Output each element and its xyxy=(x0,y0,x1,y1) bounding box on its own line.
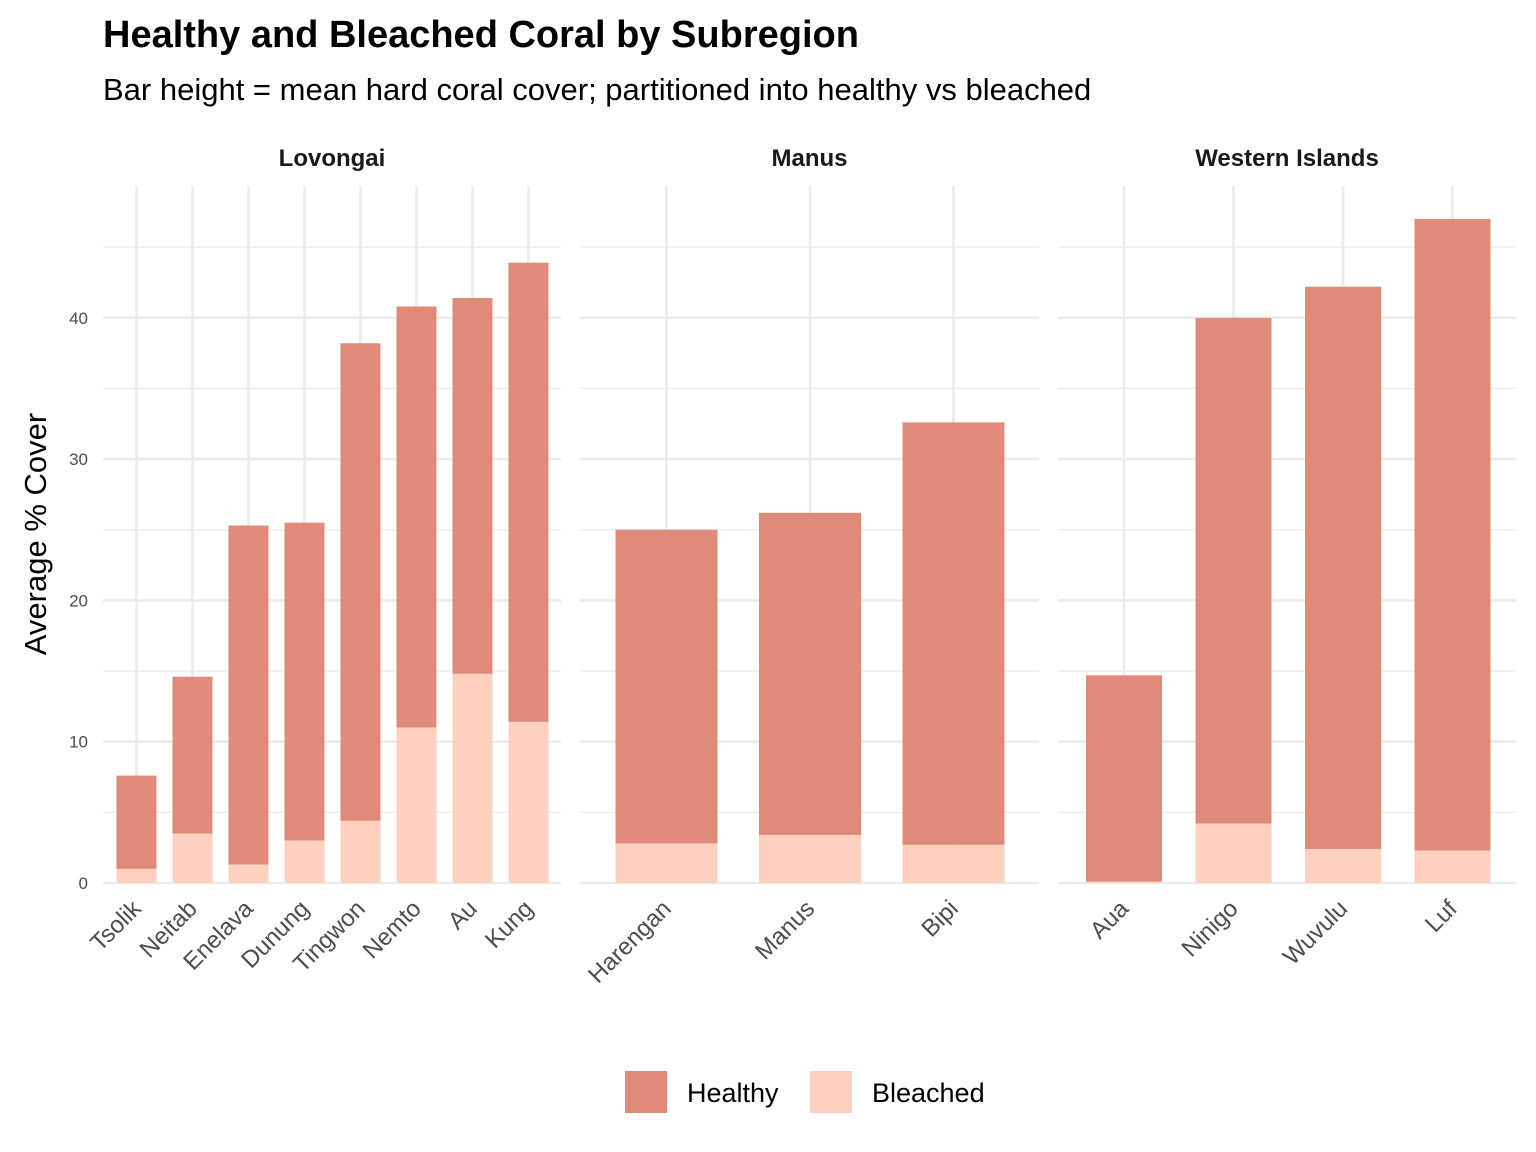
bar-bleached-neitab xyxy=(172,833,213,883)
bar-bleached-harengan xyxy=(615,843,718,883)
panel-2: Western Islands Aua Ninigo Wuvulu Luf xyxy=(1058,145,1516,971)
bar-bleached-kung xyxy=(508,721,549,883)
bar-bleached-enelava xyxy=(228,864,269,883)
panel-0: LovongaiTsolikNeitabEnelavaDunungTingwon… xyxy=(69,145,561,978)
bar-bleached-dunung xyxy=(284,840,325,883)
bar-healthy-enelava xyxy=(228,525,269,865)
bar-bleached-bipi xyxy=(902,844,1005,883)
bar-healthy-dunung xyxy=(284,522,325,841)
bar-healthy-aua xyxy=(1086,675,1162,882)
bar-bleached-ninigo xyxy=(1195,823,1272,883)
legend-swatch-healthy xyxy=(625,1071,667,1113)
bar-bleached-luf xyxy=(1414,850,1491,883)
bar-bleached-tsolik xyxy=(116,868,157,883)
panel-1: Manus Harengan Manus Bipi xyxy=(580,145,1039,989)
panels: LovongaiTsolikNeitabEnelavaDunungTingwon… xyxy=(69,145,1516,989)
panel-title: Manus xyxy=(771,145,847,172)
y-tick-label: 20 xyxy=(69,591,88,610)
chart-title: Healthy and Bleached Coral by Subregion xyxy=(103,14,859,56)
bar-bleached-aua xyxy=(1086,881,1162,883)
y-tick-label: 10 xyxy=(69,733,88,752)
x-tick-label: Bipi xyxy=(916,895,963,942)
legend-swatch-bleached xyxy=(810,1071,852,1113)
x-tick-label: Manus xyxy=(750,895,820,965)
bar-bleached-nemto xyxy=(396,727,437,883)
x-tick-label: Harengan xyxy=(583,895,677,989)
bar-healthy-harengan xyxy=(615,529,718,844)
x-tick-label: Au xyxy=(443,895,483,935)
bar-healthy-au xyxy=(452,298,493,674)
legend-label-healthy: Healthy xyxy=(687,1078,779,1108)
panel-title: Lovongai xyxy=(279,145,386,172)
bar-bleached-au xyxy=(452,673,493,883)
bar-healthy-tingwon xyxy=(340,343,381,821)
bar-healthy-luf xyxy=(1414,218,1491,851)
bar-bleached-manus xyxy=(759,834,861,883)
y-tick-label: 0 xyxy=(79,874,88,893)
y-axis-label: Average % Cover xyxy=(18,413,53,655)
legend: Healthy Bleached xyxy=(625,1071,985,1113)
bar-healthy-manus xyxy=(759,512,861,835)
bar-healthy-nemto xyxy=(396,306,437,728)
x-tick-label: Luf xyxy=(1420,895,1463,938)
panel-title: Western Islands xyxy=(1195,145,1379,172)
x-tick-label: Wuvulu xyxy=(1278,895,1353,970)
bar-healthy-neitab xyxy=(172,676,213,834)
x-tick-label: Kung xyxy=(480,895,539,954)
x-tick-label: Ninigo xyxy=(1177,895,1244,962)
chart-subtitle: Bar height = mean hard coral cover; part… xyxy=(103,72,1092,107)
x-tick-label: Nemto xyxy=(358,895,427,964)
bar-healthy-bipi xyxy=(902,422,1005,845)
bar-bleached-tingwon xyxy=(340,820,381,883)
bar-healthy-kung xyxy=(508,262,549,722)
bar-healthy-tsolik xyxy=(116,775,157,869)
bar-healthy-ninigo xyxy=(1195,317,1272,824)
y-tick-label: 30 xyxy=(69,450,88,469)
legend-label-bleached: Bleached xyxy=(872,1078,985,1108)
y-tick-label: 40 xyxy=(69,309,88,328)
x-tick-label: Aua xyxy=(1085,895,1135,945)
bar-healthy-wuvulu xyxy=(1305,286,1381,850)
bar-bleached-wuvulu xyxy=(1305,849,1381,883)
